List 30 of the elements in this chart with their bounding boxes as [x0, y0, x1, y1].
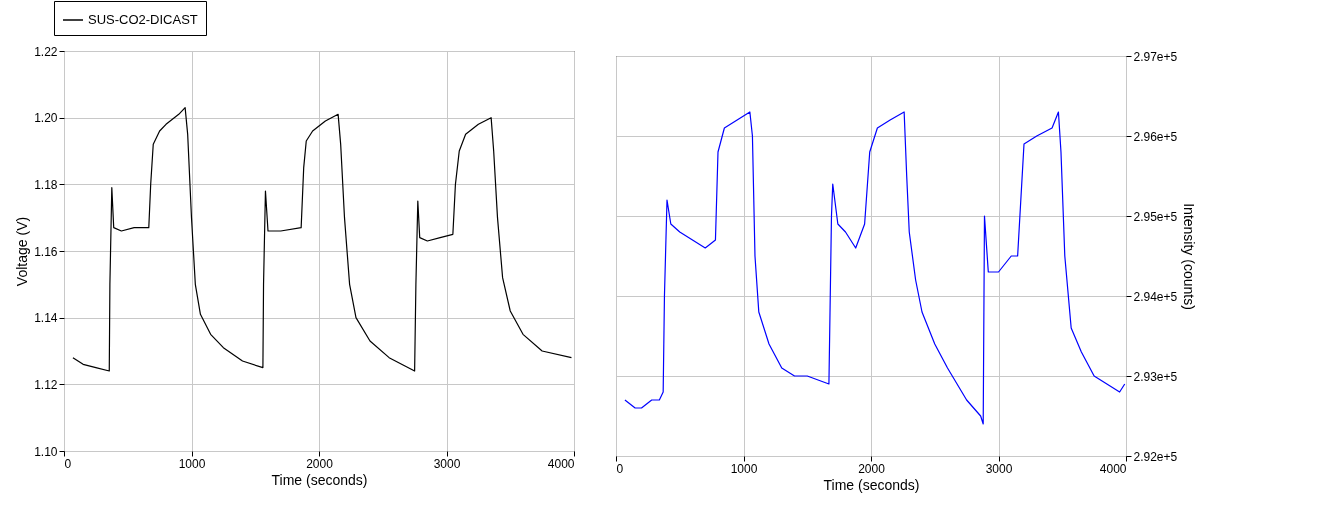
y-axis-title: Voltage (V) [14, 216, 31, 287]
x-tick-label: 0 [616, 461, 624, 476]
y-tick-label: 1.12 [34, 377, 58, 392]
y2-tick-label: 2.97e+5 [1133, 49, 1178, 64]
line-series [624, 111, 1126, 425]
x-tick-label: 2000 [306, 456, 334, 471]
y-tick-label: 1.16 [34, 244, 58, 259]
y2-tick-label: 2.94e+5 [1133, 289, 1178, 304]
x-tick-label: 0 [64, 456, 72, 471]
y2-axis-title: Intensity (counts) [1181, 203, 1198, 310]
legend-label: SUS-CO2-DICAST [88, 12, 198, 27]
y2-tick-label: 2.93e+5 [1133, 369, 1178, 384]
x-tick-label: 4000 [1099, 461, 1127, 476]
x-axis-title: Time (seconds) [271, 471, 368, 488]
y-tick-label: 1.14 [34, 311, 58, 326]
y-tick-label: 1.22 [34, 44, 58, 59]
y2-tick-label: 2.92e+5 [1133, 449, 1178, 464]
x-tick-label: 1000 [730, 461, 758, 476]
x-axis-title: Time (seconds) [823, 476, 920, 493]
x-tick-label: 4000 [547, 456, 575, 471]
y2-tick-label: 2.96e+5 [1133, 129, 1178, 144]
y-tick-label: 1.18 [34, 177, 58, 192]
x-tick-label: 3000 [433, 456, 461, 471]
y-tick-label: 1.20 [34, 111, 58, 126]
x-tick-label: 1000 [178, 456, 206, 471]
line-series [72, 107, 573, 372]
x-tick-label: 3000 [985, 461, 1013, 476]
y2-tick-label: 2.95e+5 [1133, 209, 1178, 224]
y-tick-label: 1.10 [34, 444, 58, 459]
x-tick-label: 2000 [858, 461, 886, 476]
